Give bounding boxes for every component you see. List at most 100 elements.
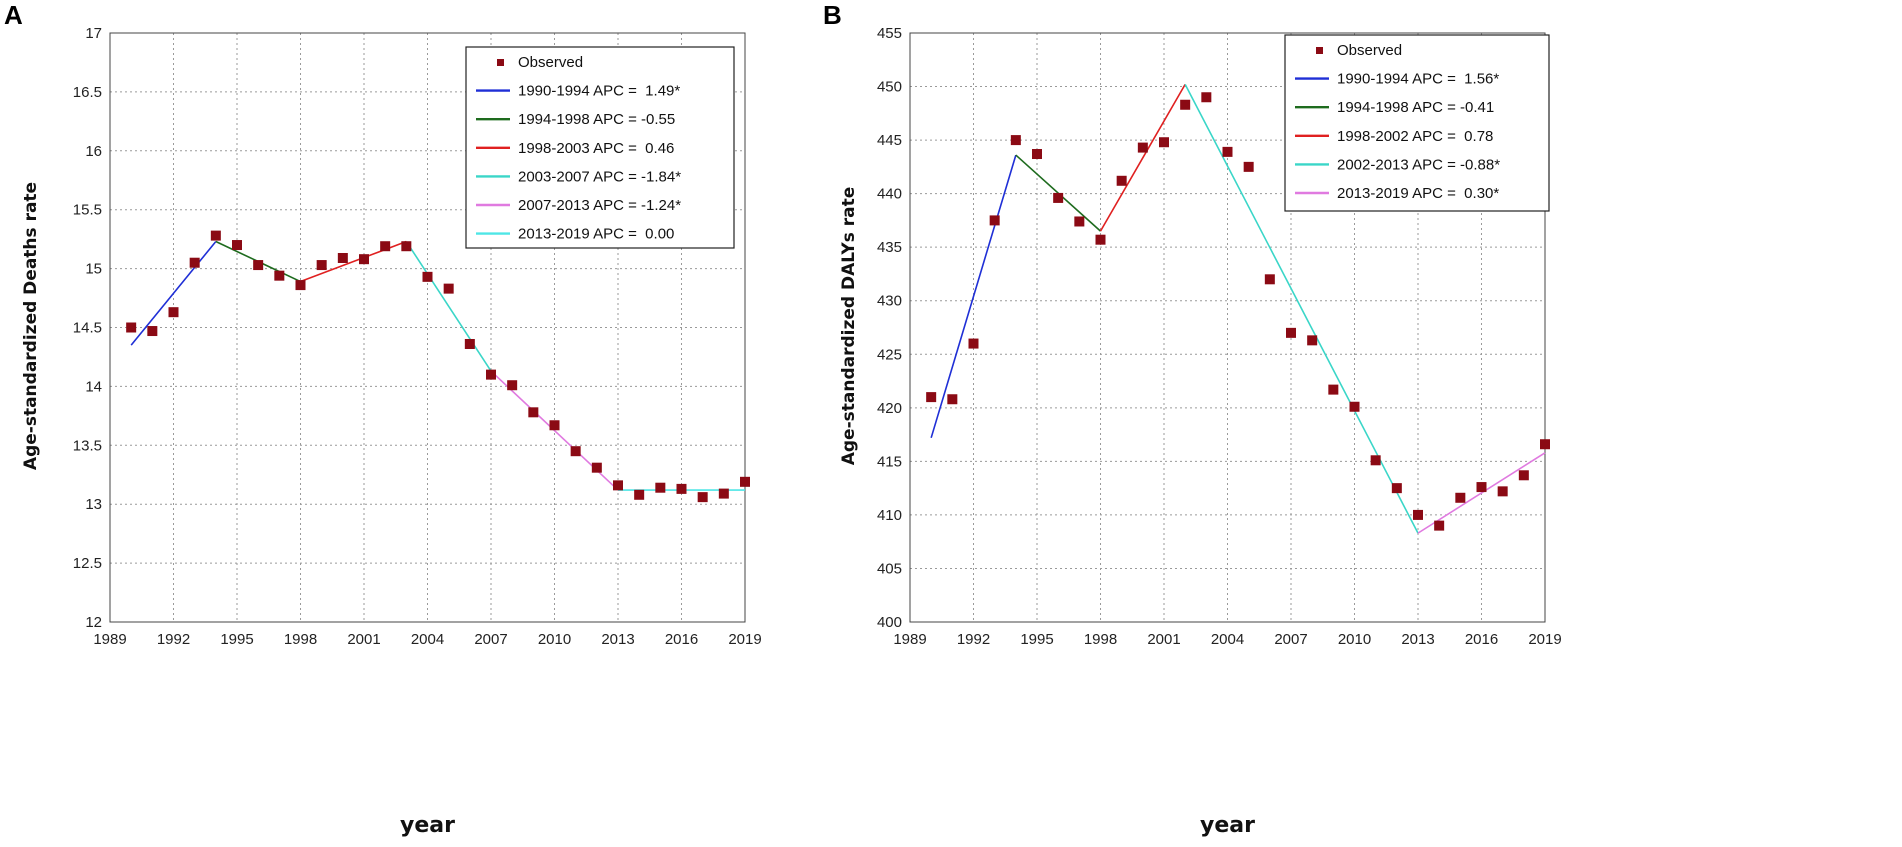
x-tick-label: 2013 — [1401, 631, 1434, 648]
y-tick-label: 13.5 — [73, 437, 102, 454]
observed-point — [274, 270, 285, 281]
y-tick-label: 415 — [877, 453, 902, 470]
y-tick-label: 405 — [877, 560, 902, 577]
observed-point — [740, 476, 750, 487]
y-tick-label: 450 — [877, 79, 902, 96]
observed-point — [1010, 135, 1021, 146]
y-tick-label: 400 — [877, 614, 902, 631]
x-tick-label: 2004 — [1211, 631, 1244, 648]
y-tick-label: 15 — [85, 261, 102, 278]
x-tick-label: 1998 — [1084, 631, 1117, 648]
x-tick-label: 1992 — [157, 631, 190, 648]
observed-point — [464, 338, 475, 349]
observed-point — [1074, 216, 1085, 227]
x-tick-label: 2010 — [538, 631, 571, 648]
y-tick-label: 12 — [85, 614, 102, 631]
x-tick-label: 2004 — [411, 631, 444, 648]
x-tick-label: 2001 — [347, 631, 380, 648]
y-tick-label: 430 — [877, 293, 902, 310]
observed-point — [1455, 492, 1466, 503]
trend-segment-line — [1099, 84, 1186, 232]
x-tick-label: 1998 — [284, 631, 317, 648]
observed-point — [947, 394, 958, 405]
legend-entry-label: 1998-2002 APC = 0.78 — [1337, 128, 1493, 145]
x-tick-label: 1995 — [220, 631, 253, 648]
observed-point — [655, 482, 666, 493]
observed-point — [1116, 175, 1127, 186]
legend-observed-marker — [1316, 47, 1323, 54]
x-tick-label: 1995 — [1020, 631, 1053, 648]
legend-entry-label: 1994-1998 APC = -0.55 — [518, 111, 675, 128]
observed-point — [359, 254, 369, 265]
plot-frame — [109, 32, 746, 623]
legend-entry-label: 2013-2019 APC = 0.30* — [1337, 185, 1499, 202]
observed-point — [1243, 161, 1254, 172]
observed-point — [549, 420, 560, 431]
y-tick-label: 425 — [877, 346, 902, 363]
y-axis-title: Age-standardized Deaths rate — [21, 182, 41, 470]
observed-point — [718, 488, 729, 499]
y-tick-label: 16.5 — [73, 84, 102, 101]
observed-point — [570, 446, 581, 457]
observed-point — [253, 260, 264, 271]
trend-segment-line — [130, 240, 217, 346]
legend-entry-label: 2003-2007 APC = -1.84* — [518, 168, 681, 185]
legend: Observed 1990-1994 APC = 1.56* 1994-1998 A… — [1284, 34, 1550, 212]
y-tick-label: 16 — [85, 143, 102, 160]
observed-point — [1413, 509, 1423, 520]
observed-point — [295, 280, 306, 291]
legend-entry-label: 2007-2013 APC = -1.24* — [518, 197, 681, 214]
legend-box — [1284, 34, 1550, 212]
x-tick-label: 2001 — [1147, 631, 1180, 648]
y-axis-title: Age-standardized DALYs rate — [839, 187, 859, 466]
observed-point — [1286, 327, 1296, 338]
y-tick-label: 15.5 — [73, 202, 102, 219]
legend-box — [465, 46, 735, 249]
observed-point — [126, 322, 137, 333]
observed-point — [443, 283, 454, 294]
observed-point — [1476, 482, 1487, 493]
x-axis-title: year — [1200, 813, 1255, 838]
observed-point — [1518, 470, 1529, 481]
legend-entry-label: 1990-1994 APC = 1.49* — [518, 83, 680, 100]
trend-segment-line — [405, 241, 492, 372]
observed-point — [337, 252, 348, 263]
observed-point — [380, 241, 391, 252]
legend-entry-label: 1994-1998 APC = -0.41 — [1337, 99, 1494, 116]
observed-point — [926, 392, 937, 403]
observed-point — [189, 257, 200, 268]
observed-point — [210, 230, 221, 241]
observed-point — [1307, 335, 1318, 346]
observed-point — [1349, 401, 1360, 412]
legend-observed-label: Observed — [1337, 42, 1402, 59]
observed-point — [1434, 520, 1445, 531]
observed-point — [1391, 483, 1402, 494]
chart-a: 1989 1992 1995 1998 2001 2004 2007 2010 2013 2016… — [21, 25, 762, 838]
panel-label-b: B — [823, 0, 842, 30]
legend: Observed 1990-1994 APC = 1.49* 1994-1998 A… — [465, 46, 735, 249]
y-tick-label: 12.5 — [73, 555, 102, 572]
observed-point — [634, 489, 645, 500]
y-tick-label: 440 — [877, 186, 902, 203]
y-tick-label: 445 — [877, 132, 902, 149]
x-axis-title: year — [400, 813, 455, 838]
observed-point — [1540, 439, 1550, 450]
observed-point — [1180, 99, 1191, 110]
observed-point — [989, 215, 1000, 226]
x-tick-label: 1992 — [957, 631, 990, 648]
x-tick-label: 2007 — [474, 631, 507, 648]
observed-point — [1053, 192, 1064, 203]
y-tick-label: 455 — [877, 25, 902, 42]
trend-segment-line — [930, 154, 1017, 439]
observed-point — [697, 492, 708, 503]
y-tick-label: 17 — [85, 25, 102, 42]
observed-point — [1264, 274, 1275, 285]
observed-point — [676, 483, 687, 494]
plot-frame — [909, 32, 1546, 623]
y-tick-label: 435 — [877, 239, 902, 256]
x-tick-label: 2016 — [665, 631, 698, 648]
observed-point — [1032, 149, 1042, 160]
observed-point — [1222, 146, 1233, 157]
observed-point — [1370, 455, 1381, 466]
y-tick-label: 420 — [877, 400, 902, 417]
